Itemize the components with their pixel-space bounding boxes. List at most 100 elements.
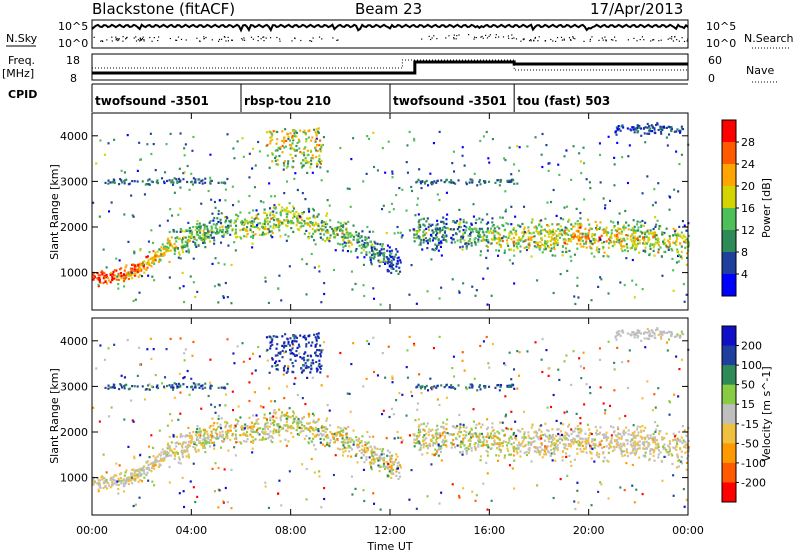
velocity-cell xyxy=(106,481,109,484)
power-cell xyxy=(189,229,192,232)
power-cell xyxy=(114,277,117,280)
power-cell xyxy=(620,230,623,233)
power-cell xyxy=(252,209,255,212)
power-cell xyxy=(273,215,276,218)
velocity-cell xyxy=(431,428,434,431)
power-cell xyxy=(589,246,592,250)
power-cell xyxy=(390,271,393,274)
nsearch-point xyxy=(678,40,680,42)
velocity-cell xyxy=(566,448,569,451)
power-cell xyxy=(451,278,454,281)
velocity-cell xyxy=(239,441,242,444)
power-cell xyxy=(294,130,297,133)
power-cell xyxy=(388,265,391,268)
velocity-cell xyxy=(616,435,619,438)
velocity-cell xyxy=(479,440,482,443)
velocity-cell xyxy=(196,428,199,431)
date-title: 17/Apr/2013 xyxy=(590,0,683,18)
power-cell xyxy=(640,134,643,137)
velocity-cell xyxy=(382,462,385,466)
velocity-cell xyxy=(462,437,465,440)
power-cell xyxy=(648,252,651,256)
velocity-cell xyxy=(349,437,352,440)
power-cell xyxy=(319,162,322,165)
power-cell xyxy=(223,233,226,236)
power-cell xyxy=(619,281,622,284)
power-cell xyxy=(176,247,179,250)
power-cell xyxy=(201,233,204,236)
power-cell xyxy=(293,132,296,135)
power-cell xyxy=(137,263,140,266)
velocity-cell xyxy=(251,430,254,433)
power-cell xyxy=(567,233,570,236)
power-cell xyxy=(538,223,541,226)
power-cell xyxy=(210,227,213,230)
power-cell xyxy=(661,233,664,236)
nsearch-point xyxy=(669,37,671,39)
power-cell xyxy=(253,225,256,228)
velocity-cell xyxy=(473,432,476,435)
power-cell xyxy=(207,230,210,233)
velocity-cell xyxy=(178,456,181,459)
velocity-cell xyxy=(494,435,497,438)
velocity-cell xyxy=(672,439,675,442)
velocity-cell xyxy=(347,444,350,447)
velocity-cell xyxy=(296,424,299,427)
velocity-cell xyxy=(378,455,381,458)
velocity-cell xyxy=(485,461,488,464)
velocity-cell xyxy=(399,466,402,469)
power-cell xyxy=(278,203,281,206)
velocity-cell xyxy=(550,435,553,438)
nsearch-point xyxy=(175,39,177,41)
velocity-cell xyxy=(370,450,373,453)
velocity-cell xyxy=(434,442,437,445)
power-cell xyxy=(460,226,463,229)
velocity-cell xyxy=(617,427,620,431)
velocity-cell xyxy=(541,448,544,451)
power-cell xyxy=(672,227,675,230)
velocity-cell xyxy=(588,434,591,437)
power-cell xyxy=(653,244,656,247)
velocity-cell xyxy=(470,436,473,439)
power-cell xyxy=(269,230,272,233)
nsearch-point xyxy=(262,36,264,38)
velocity-cell xyxy=(292,435,295,438)
velocity-cell xyxy=(465,452,468,455)
velocity-cell xyxy=(567,438,570,441)
power-cell xyxy=(345,228,348,231)
power-cell xyxy=(497,232,500,235)
nsearch-point xyxy=(643,39,645,41)
power-cell xyxy=(644,126,647,129)
power-cell xyxy=(629,247,632,250)
velocity-cell xyxy=(181,449,184,452)
power-cell xyxy=(634,237,637,240)
power-cell xyxy=(538,230,541,233)
velocity-cell xyxy=(311,376,314,379)
power-cell xyxy=(124,179,127,182)
velocity-cell xyxy=(579,442,582,445)
power-cell xyxy=(316,165,319,168)
velocity-cell xyxy=(274,412,277,415)
power-cell xyxy=(672,289,675,292)
power-cell xyxy=(129,274,132,277)
velocity-cell xyxy=(622,431,625,434)
power-cell xyxy=(133,180,136,183)
power-cell xyxy=(632,236,635,239)
power-cell xyxy=(352,238,355,241)
power-cell xyxy=(315,128,318,131)
power-cell xyxy=(393,232,396,235)
velocity-cell xyxy=(261,430,264,433)
velocity-cell xyxy=(287,426,290,430)
power-cell xyxy=(436,193,439,196)
nsearch-point xyxy=(225,40,227,42)
power-cell xyxy=(308,208,311,211)
power-cell xyxy=(233,157,236,160)
velocity-cell xyxy=(197,431,200,434)
power-cell xyxy=(103,272,106,275)
power-cell xyxy=(220,212,223,215)
velocity-cell xyxy=(395,399,398,402)
power-cell xyxy=(136,268,139,271)
power-cell xyxy=(166,250,169,253)
velocity-cell xyxy=(569,460,572,463)
velocity-cell xyxy=(429,429,432,432)
